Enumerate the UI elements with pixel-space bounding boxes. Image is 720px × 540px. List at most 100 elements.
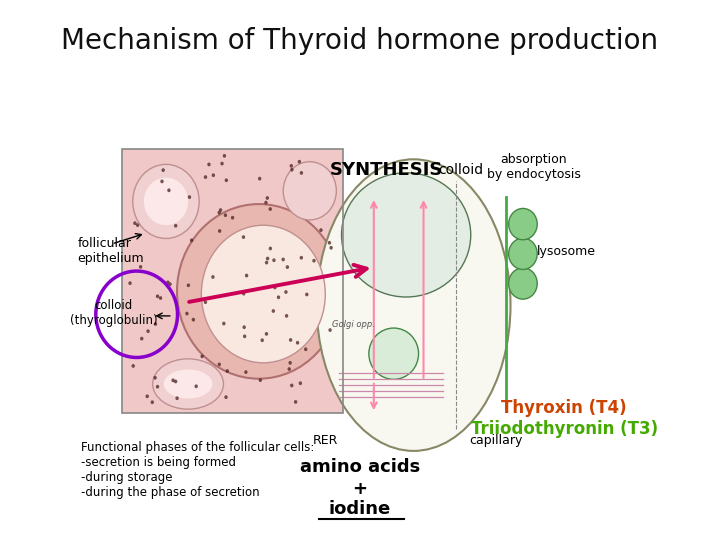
Text: iodine: iodine — [329, 500, 391, 518]
Ellipse shape — [258, 378, 262, 382]
Ellipse shape — [341, 173, 471, 297]
Ellipse shape — [224, 213, 227, 217]
Ellipse shape — [508, 238, 537, 269]
Ellipse shape — [369, 328, 418, 379]
Ellipse shape — [177, 204, 341, 379]
Ellipse shape — [305, 293, 308, 296]
Ellipse shape — [140, 337, 143, 341]
Ellipse shape — [282, 258, 285, 261]
Ellipse shape — [273, 286, 276, 289]
Ellipse shape — [154, 322, 157, 326]
Text: follicular
epithelium: follicular epithelium — [78, 237, 144, 265]
Ellipse shape — [136, 223, 139, 227]
Ellipse shape — [261, 339, 264, 342]
Ellipse shape — [128, 281, 132, 285]
Ellipse shape — [161, 179, 163, 183]
Text: colloid
(thyroglobulin): colloid (thyroglobulin) — [70, 299, 158, 327]
Ellipse shape — [188, 195, 192, 199]
Text: Thyroxin (T4): Thyroxin (T4) — [501, 399, 627, 417]
Ellipse shape — [271, 309, 275, 313]
Ellipse shape — [168, 282, 171, 286]
Ellipse shape — [153, 359, 223, 409]
Ellipse shape — [289, 361, 292, 365]
Ellipse shape — [139, 265, 143, 269]
Text: RER: RER — [312, 434, 338, 447]
Ellipse shape — [265, 332, 268, 336]
Ellipse shape — [276, 295, 280, 299]
Text: Golgi opp.: Golgi opp. — [332, 320, 374, 329]
Text: colloid: colloid — [438, 163, 483, 177]
Text: amino acids: amino acids — [300, 458, 420, 476]
Ellipse shape — [508, 268, 537, 299]
Ellipse shape — [217, 211, 221, 214]
Ellipse shape — [285, 314, 288, 318]
Ellipse shape — [286, 265, 289, 269]
Ellipse shape — [272, 258, 276, 262]
Ellipse shape — [186, 284, 190, 287]
Ellipse shape — [225, 178, 228, 182]
Ellipse shape — [166, 280, 169, 284]
Ellipse shape — [156, 294, 159, 298]
Text: +: + — [353, 480, 367, 498]
Ellipse shape — [508, 208, 537, 240]
Ellipse shape — [269, 247, 272, 251]
Ellipse shape — [163, 369, 212, 399]
Ellipse shape — [144, 178, 188, 225]
Ellipse shape — [219, 208, 222, 212]
Ellipse shape — [330, 246, 333, 249]
Ellipse shape — [290, 383, 294, 387]
Ellipse shape — [200, 354, 204, 358]
Ellipse shape — [225, 395, 228, 399]
Ellipse shape — [174, 224, 177, 228]
Ellipse shape — [317, 159, 510, 451]
Ellipse shape — [145, 394, 149, 398]
Ellipse shape — [204, 300, 207, 304]
Ellipse shape — [192, 318, 195, 321]
Ellipse shape — [245, 274, 248, 278]
FancyBboxPatch shape — [122, 148, 343, 413]
Ellipse shape — [132, 164, 199, 239]
Ellipse shape — [225, 369, 229, 373]
Ellipse shape — [217, 362, 221, 366]
Ellipse shape — [300, 256, 303, 260]
Ellipse shape — [231, 216, 234, 220]
Ellipse shape — [194, 384, 198, 388]
Ellipse shape — [132, 364, 135, 368]
Ellipse shape — [290, 168, 294, 172]
Ellipse shape — [146, 329, 150, 333]
Ellipse shape — [171, 379, 175, 382]
Ellipse shape — [159, 296, 162, 300]
Ellipse shape — [243, 334, 246, 338]
Ellipse shape — [265, 261, 269, 265]
Ellipse shape — [185, 312, 189, 315]
Ellipse shape — [294, 400, 297, 404]
Ellipse shape — [296, 341, 300, 345]
Ellipse shape — [211, 275, 215, 279]
Ellipse shape — [300, 171, 303, 175]
Text: Triiodothyronin (T3): Triiodothyronin (T3) — [471, 420, 658, 438]
Ellipse shape — [174, 380, 177, 383]
Ellipse shape — [167, 188, 171, 192]
Text: absorption
by endocytosis: absorption by endocytosis — [487, 153, 580, 181]
Ellipse shape — [304, 347, 307, 351]
Ellipse shape — [207, 163, 211, 166]
Text: Functional phases of the follicular cells:
-secretion is being formed
-during st: Functional phases of the follicular cell… — [81, 441, 314, 499]
Ellipse shape — [202, 225, 325, 363]
Ellipse shape — [212, 173, 215, 177]
Ellipse shape — [156, 385, 159, 389]
Ellipse shape — [319, 228, 323, 232]
Ellipse shape — [242, 292, 246, 295]
Ellipse shape — [266, 256, 269, 260]
Ellipse shape — [190, 239, 194, 242]
Ellipse shape — [266, 196, 269, 200]
Ellipse shape — [204, 175, 207, 179]
Ellipse shape — [220, 161, 224, 165]
Ellipse shape — [312, 259, 315, 262]
Text: Mechanism of Thyroid hormone production: Mechanism of Thyroid hormone production — [61, 27, 659, 55]
Ellipse shape — [297, 160, 301, 164]
Ellipse shape — [289, 164, 293, 168]
Text: lysosome: lysosome — [537, 245, 596, 258]
Ellipse shape — [244, 370, 248, 374]
Ellipse shape — [153, 376, 157, 380]
Ellipse shape — [289, 338, 292, 342]
